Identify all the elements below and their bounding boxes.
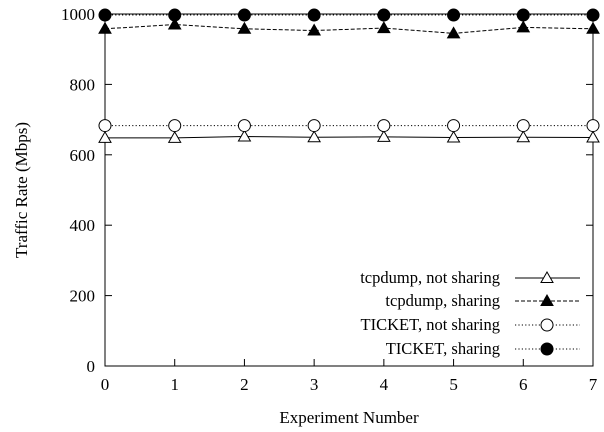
legend-entry: tcpdump, not sharing [360,268,580,287]
series-line [105,135,594,139]
y-tick-label: 800 [70,75,96,94]
data-point [447,8,461,22]
legend-entry: TICKET, not sharing [361,315,580,334]
x-axis-label: Experiment Number [279,408,419,427]
x-tick-label: 5 [449,375,458,394]
x-tick-label: 6 [519,375,528,394]
legend-label: TICKET, not sharing [361,315,500,334]
plot-area [104,13,594,367]
y-tick-label: 1000 [61,5,95,24]
x-tick-label: 2 [240,375,249,394]
data-point [586,130,600,143]
data-point [167,130,182,143]
data-point [446,130,461,143]
legend-label: tcpdump, not sharing [360,268,500,287]
data-point [307,23,322,36]
data-point [516,20,531,33]
data-point [98,21,112,34]
data-point [237,129,252,142]
series-4 [98,8,600,22]
y-tick-label: 600 [70,146,96,165]
x-tick-label: 0 [101,375,110,394]
data-point [307,8,321,22]
y-tick-label: 0 [87,357,96,376]
data-point [377,8,391,22]
plot-frame [104,13,594,367]
data-point [516,8,530,22]
data-point [447,119,461,133]
data-point [376,21,391,34]
data-point [377,119,391,133]
y-axis-label: Traffic Rate (Mbps) [12,122,31,258]
data-point [586,21,600,34]
data-series [98,8,600,143]
data-point [167,17,182,30]
series-3 [98,119,600,133]
legend-swatch-marker [540,293,554,306]
y-tick-label: 400 [70,216,96,235]
x-tick-label: 1 [170,375,179,394]
legend-label: tcpdump, sharing [385,291,500,310]
data-point [446,26,461,39]
data-point [168,119,182,133]
x-tick-label: 7 [589,375,598,394]
legend: tcpdump, not sharing tcpdump, sharing TICK… [360,268,580,358]
data-point [307,130,322,143]
data-point [376,129,391,142]
legend-entry: tcpdump, sharing [385,291,580,310]
series-1 [98,129,600,143]
x-tick-label: 3 [310,375,319,394]
y-tick-label: 200 [70,287,96,306]
data-point [586,119,600,133]
data-point [516,119,530,133]
legend-swatch-marker [540,318,554,332]
data-point [516,130,531,143]
data-point [237,8,251,22]
series-2 [98,17,600,39]
axis-ticks: 0 200 400 600 800 1000 0 1 2 3 4 5 6 7 [61,5,598,394]
data-point [168,8,182,22]
x-tick-label: 4 [380,375,389,394]
data-point [586,8,600,22]
legend-swatch-marker [540,342,554,356]
legend-entry: TICKET, sharing [386,339,580,358]
data-point [98,130,112,143]
legend-swatch-marker [540,270,554,283]
legend-label: TICKET, sharing [386,339,500,358]
series-line [104,24,594,34]
data-point [307,119,321,133]
data-point [237,21,252,34]
data-point [237,119,251,133]
data-point [98,8,112,22]
data-point [98,119,112,133]
